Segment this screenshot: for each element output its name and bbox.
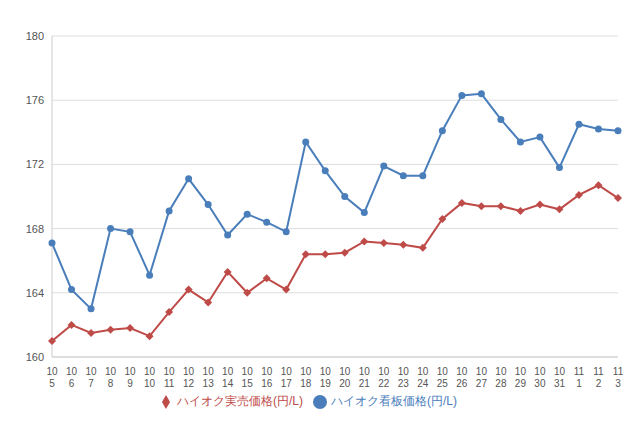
- svg-text:105: 105: [46, 366, 58, 389]
- svg-text:160: 160: [26, 351, 44, 363]
- svg-text:1031: 1031: [554, 366, 566, 389]
- svg-text:111: 111: [574, 366, 585, 389]
- svg-text:107: 107: [85, 366, 97, 389]
- svg-text:1018: 1018: [300, 366, 312, 389]
- html-text:ハイオク実売価格(円/L): ハイオク実売価格(円/L): [177, 394, 303, 408]
- svg-text:1010: 1010: [144, 366, 156, 389]
- svg-text:112: 112: [593, 366, 604, 389]
- svg-text:1017: 1017: [281, 366, 293, 389]
- svg-text:108: 108: [105, 366, 117, 389]
- svg-text:106: 106: [66, 366, 78, 389]
- svg-text:1026: 1026: [456, 366, 468, 389]
- svg-text:1027: 1027: [476, 366, 488, 389]
- svg-text:176: 176: [26, 94, 44, 106]
- svg-text:1011: 1011: [164, 366, 176, 389]
- svg-text:1029: 1029: [515, 366, 527, 389]
- svg-text:1022: 1022: [378, 366, 390, 389]
- svg-text:164: 164: [26, 287, 44, 299]
- svg-text:1015: 1015: [242, 366, 254, 389]
- svg-text:180: 180: [26, 30, 44, 42]
- svg-text:113: 113: [613, 366, 624, 389]
- svg-text:168: 168: [26, 223, 44, 235]
- svg-text:1028: 1028: [495, 366, 507, 389]
- svg-text:1020: 1020: [339, 366, 351, 389]
- svg-text:1030: 1030: [534, 366, 546, 389]
- svg-text:1013: 1013: [203, 366, 215, 389]
- svg-text:1012: 1012: [183, 366, 195, 389]
- svg-text:1023: 1023: [398, 366, 410, 389]
- svg-text:1019: 1019: [320, 366, 332, 389]
- svg-text:172: 172: [26, 158, 44, 170]
- html-text:ハイオク看板価格(円/L): ハイオク看板価格(円/L): [331, 394, 457, 408]
- svg-text:1014: 1014: [222, 366, 234, 389]
- svg-text:1021: 1021: [359, 366, 371, 389]
- svg-text:1016: 1016: [261, 366, 273, 389]
- svg-text:1025: 1025: [437, 366, 449, 389]
- svg-text:1024: 1024: [417, 366, 429, 389]
- svg-text:109: 109: [125, 366, 137, 389]
